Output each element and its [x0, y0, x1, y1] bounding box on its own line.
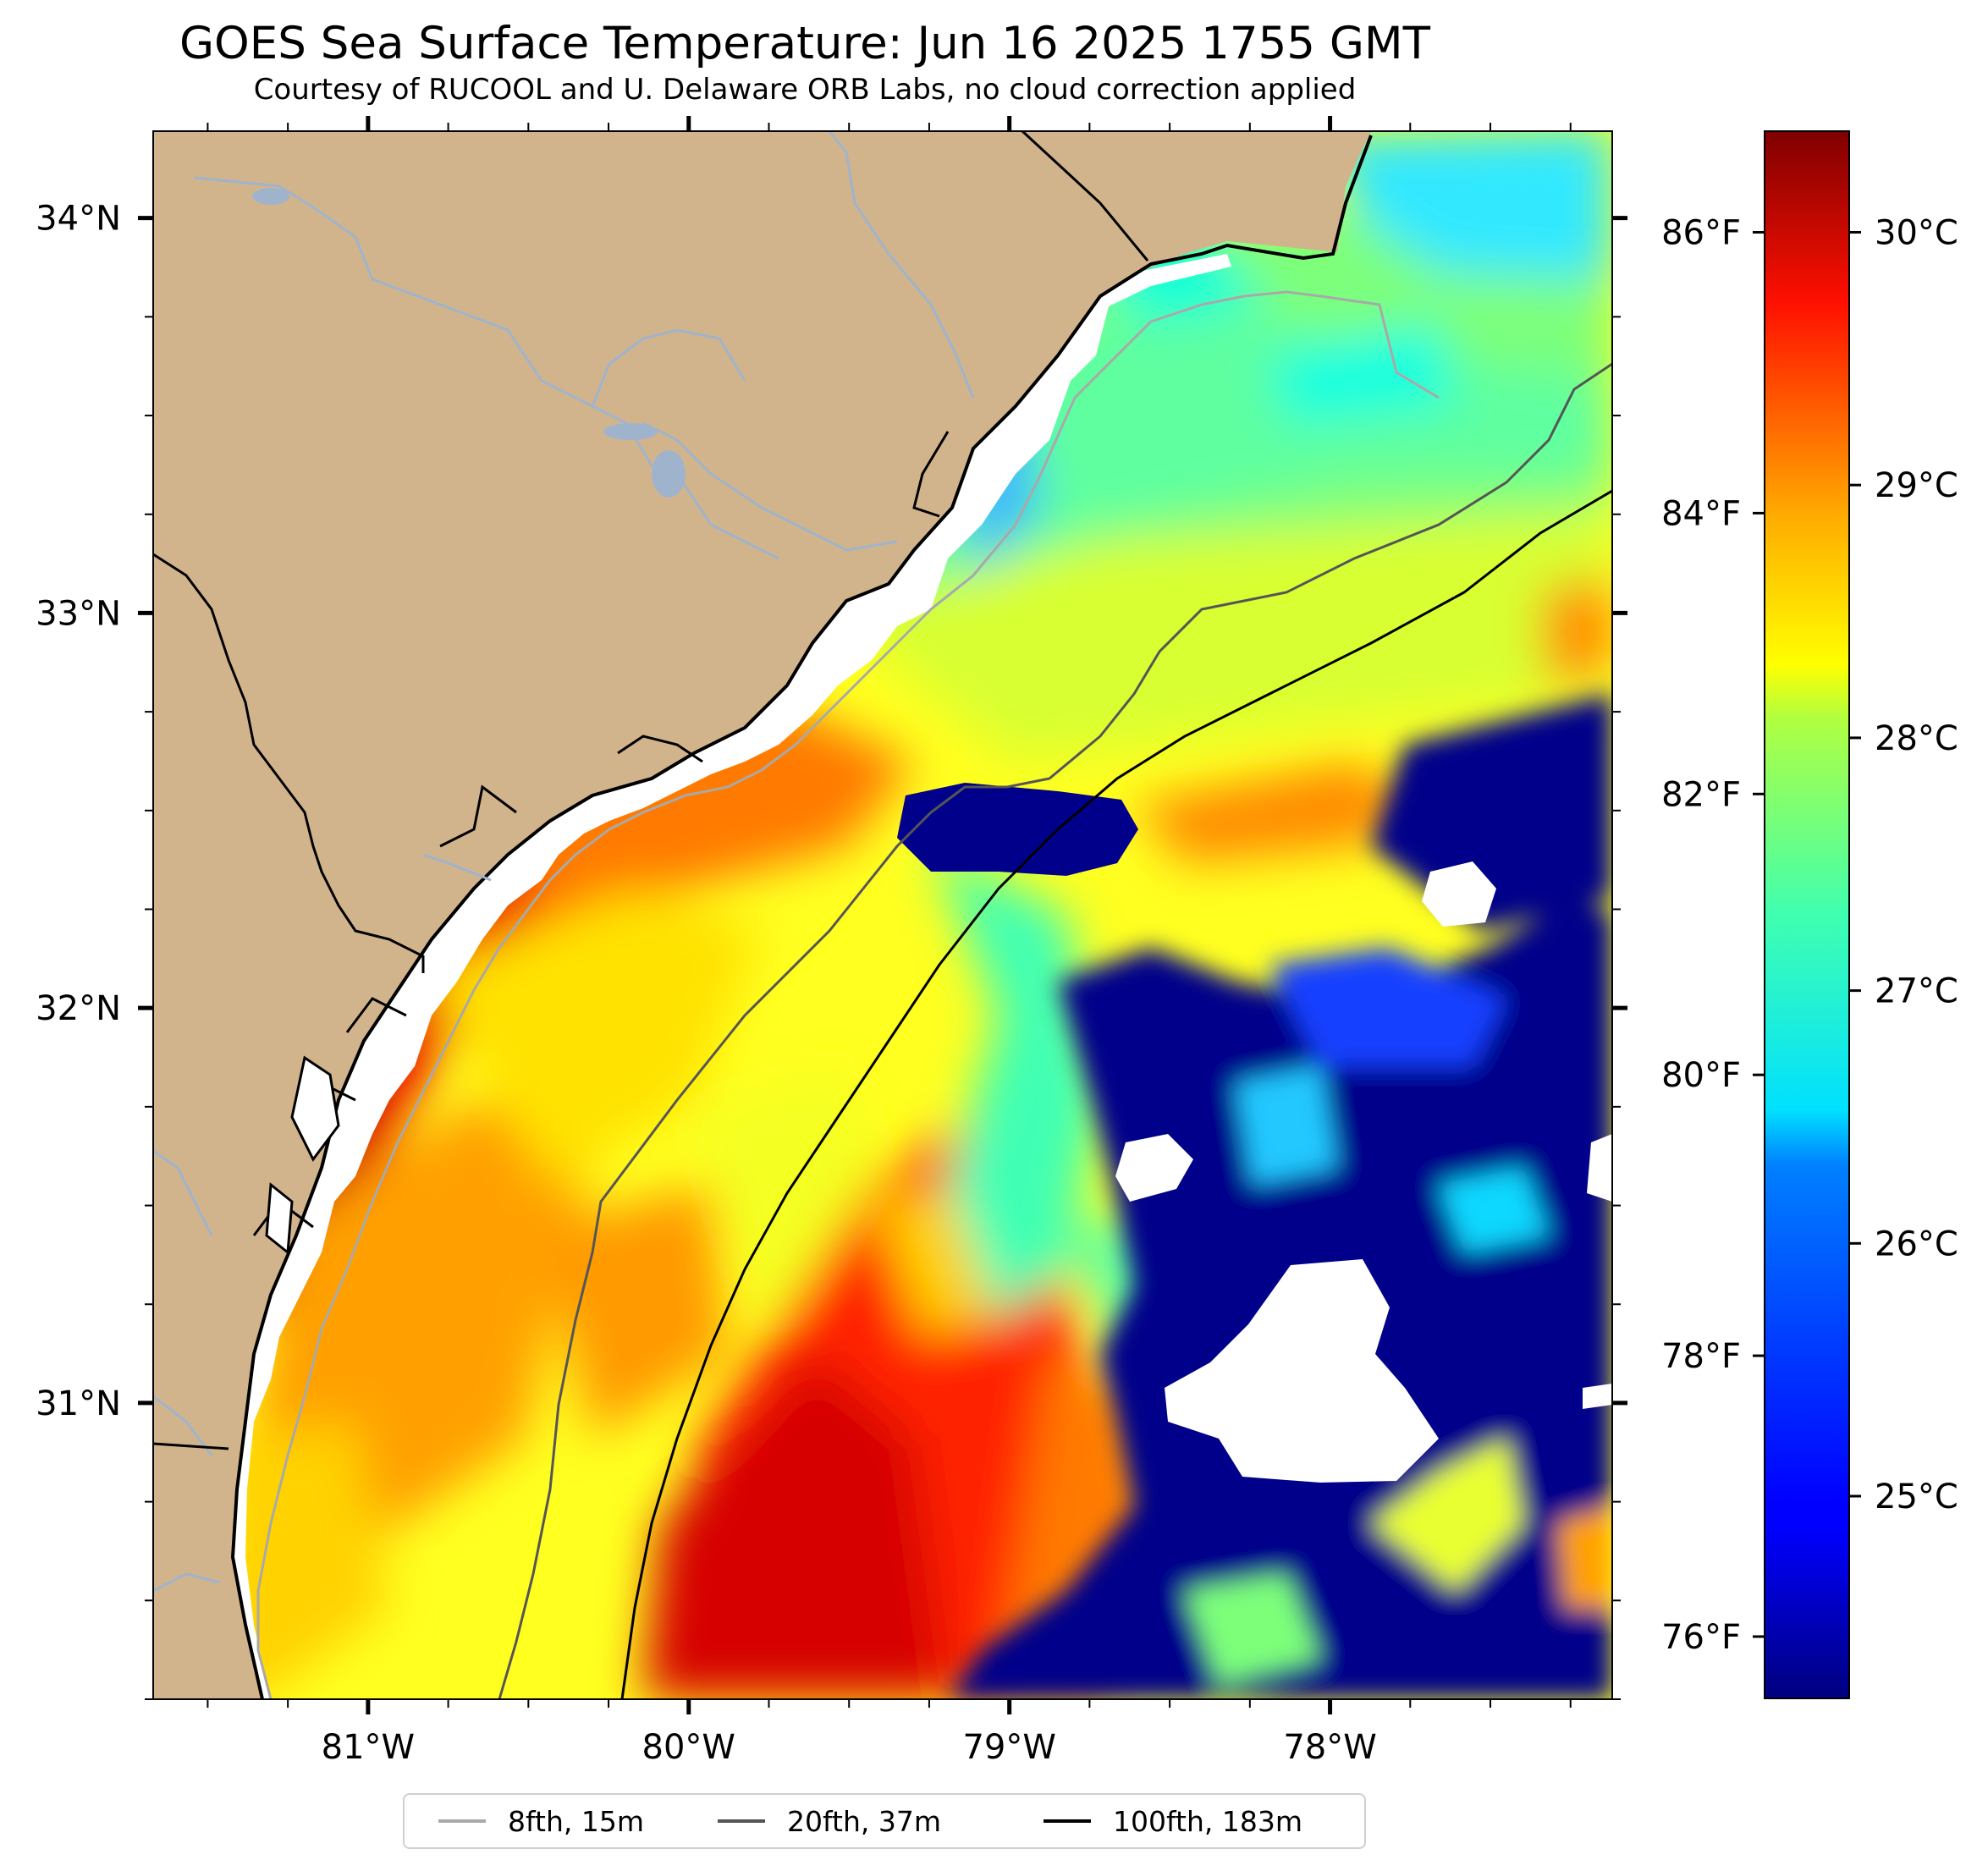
rivers — [153, 131, 975, 1593]
legend-item-100fth: 100fth, 183m — [1044, 1795, 1302, 1847]
celsius-tick-label: 30°C — [1875, 213, 1958, 252]
map-frame — [152, 130, 1613, 1700]
legend-line-20fth — [718, 1819, 765, 1823]
fahrenheit-tick-label: 82°F — [1661, 775, 1741, 814]
legend: 8fth, 15m 20fth, 37m 100fth, 183m — [403, 1793, 1366, 1849]
legend-line-8fth — [438, 1819, 486, 1823]
fahrenheit-tick-label: 78°F — [1661, 1337, 1741, 1376]
isobaths — [256, 290, 1612, 1699]
state-borders — [153, 131, 1149, 1450]
isobath-8fth — [256, 290, 1440, 1699]
legend-label-20fth: 20fth, 37m — [787, 1804, 941, 1838]
fahrenheit-tick-label: 76°F — [1661, 1618, 1741, 1657]
legend-label-100fth: 100fth, 183m — [1113, 1804, 1302, 1838]
celsius-tick-label: 29°C — [1875, 466, 1958, 505]
fahrenheit-tick-label: 80°F — [1661, 1056, 1741, 1095]
celsius-tick-label: 26°C — [1875, 1224, 1958, 1263]
legend-item-8fth: 8fth, 15m — [438, 1795, 644, 1847]
legend-label-8fth: 8fth, 15m — [508, 1804, 645, 1838]
lon-tick-label: 79°W — [962, 1728, 1055, 1767]
isobath-20fth — [498, 362, 1612, 1699]
cloud-mask — [1115, 861, 1612, 1483]
colorbar — [1764, 130, 1850, 1699]
lat-tick-label: 33°N — [36, 594, 121, 633]
chart-subtitle: Courtesy of RUCOOL and U. Delaware ORB L… — [253, 73, 1357, 107]
celsius-tick-label: 27°C — [1875, 972, 1958, 1011]
fahrenheit-tick-label: 84°F — [1661, 494, 1741, 533]
chart-title: GOES Sea Surface Temperature: Jun 16 202… — [179, 18, 1431, 69]
lon-tick-label: 80°W — [642, 1728, 735, 1767]
lon-tick-label: 78°W — [1283, 1728, 1376, 1767]
map-ticks: 81°W 80°W 79°W 78°W 34°N 33°N 32°N 31°N — [36, 116, 1627, 1767]
legend-item-20fth: 20fth, 37m — [718, 1795, 941, 1847]
legend-line-100fth — [1044, 1819, 1091, 1823]
fahrenheit-tick-label: 86°F — [1661, 213, 1741, 252]
lon-tick-label: 81°W — [322, 1728, 415, 1767]
lat-tick-label: 34°N — [36, 200, 121, 239]
lat-tick-label: 31°N — [36, 1384, 121, 1423]
colorbar-ticks: 25°C 26°C 27°C 28°C 29°C 30°C 76°F 78°F 80°F 82°F… — [1661, 213, 1958, 1656]
isobath-100fth — [620, 489, 1612, 1699]
celsius-tick-label: 25°C — [1875, 1478, 1958, 1516]
lat-tick-label: 32°N — [36, 989, 121, 1028]
celsius-tick-label: 28°C — [1875, 719, 1958, 758]
land — [153, 131, 1371, 1699]
